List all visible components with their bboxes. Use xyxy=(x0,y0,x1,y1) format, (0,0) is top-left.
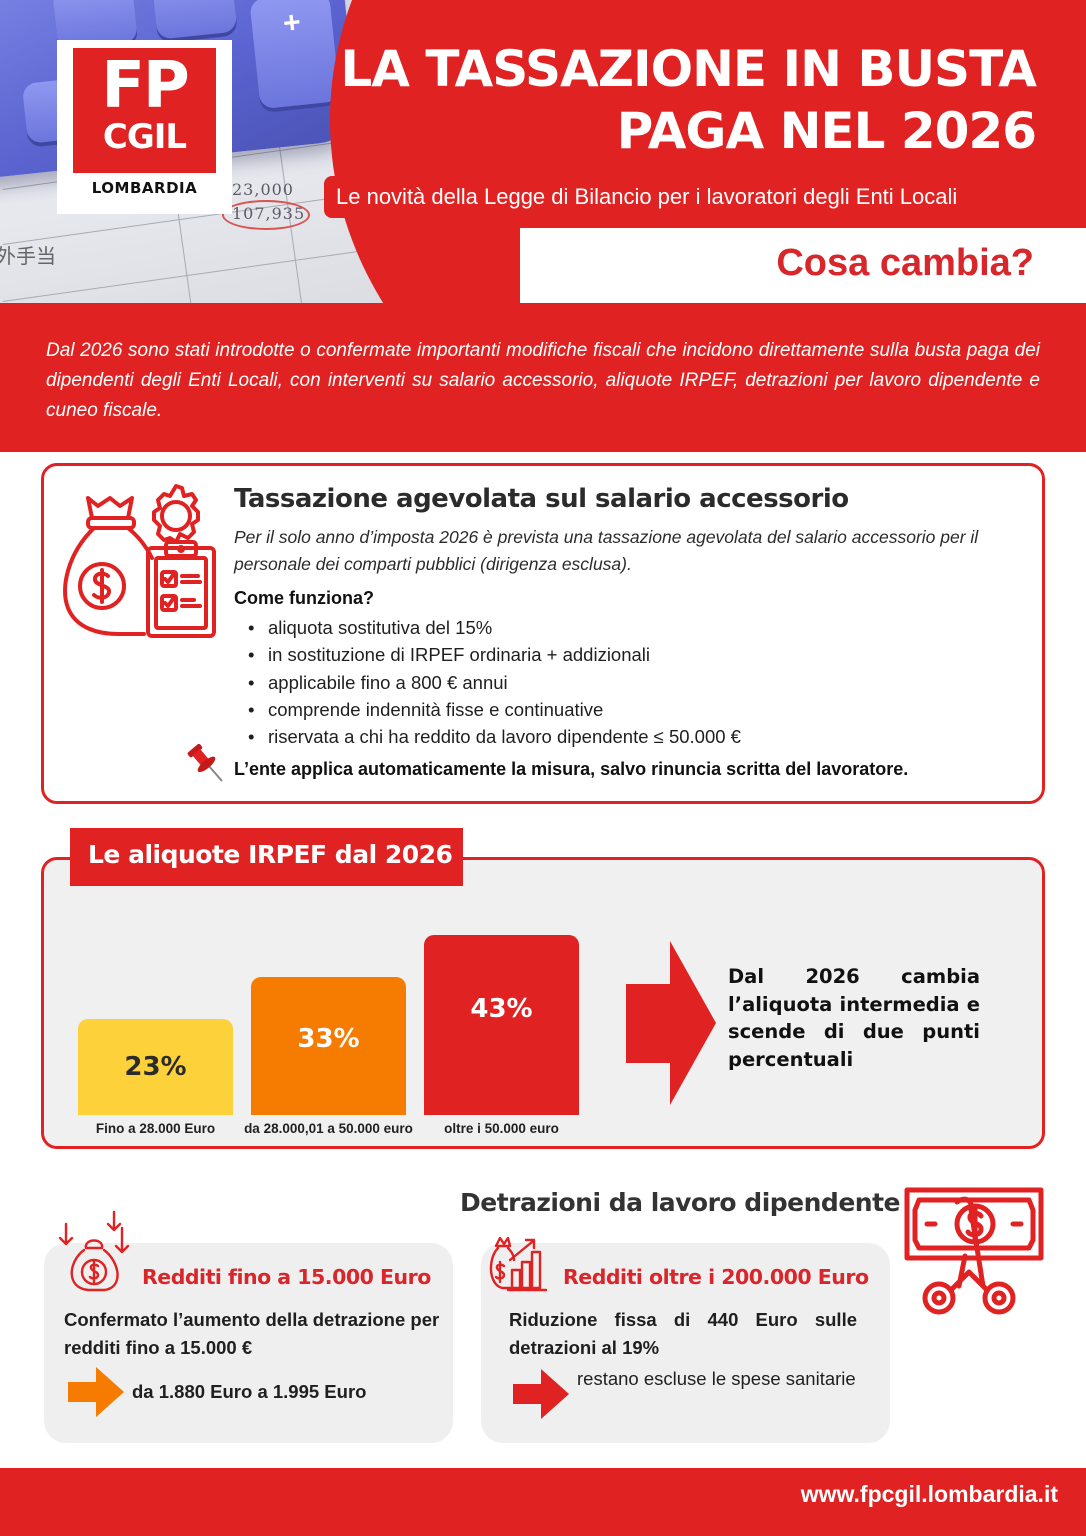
irpef-bar-23: 23% xyxy=(78,1019,233,1115)
detrazione-change: da 1.880 Euro a 1.995 Euro xyxy=(132,1381,367,1402)
bar-label: oltre i 50.000 euro xyxy=(444,1121,559,1136)
photo-cjk-text: 外手当 xyxy=(0,244,56,268)
red-ink-circle xyxy=(222,200,310,230)
list-item: aliquota sostitutiva del 15% xyxy=(248,614,741,642)
list-item: applicabile fino a 800 € annui xyxy=(248,669,741,697)
photo-number: 23,000 xyxy=(232,180,294,199)
calculator-plus-key: + xyxy=(249,0,341,110)
list-item: in sostituzione di IRPEF ordinaria + add… xyxy=(248,641,741,669)
salario-accessorio-card: Tassazione agevolata sul salario accesso… xyxy=(41,463,1045,804)
card-body: Confermato l’aumento della detrazione pe… xyxy=(64,1309,440,1358)
salario-description: Per il solo anno d’imposta 2026 è previs… xyxy=(234,527,979,574)
salario-note: L’ente applica automaticamente la misura… xyxy=(234,759,909,779)
title-line-2: PAGA NEL 2026 xyxy=(616,102,1037,160)
section-question: Cosa cambia? xyxy=(776,242,1034,284)
how-it-works-label: Come funziona? xyxy=(234,588,374,608)
salario-title: Tassazione agevolata sul salario accesso… xyxy=(234,484,849,514)
detrazioni-card-15000: Redditi fino a 15.000 Euro Confermato l’… xyxy=(44,1243,453,1443)
website-link[interactable]: www.fpcgil.lombardia.it xyxy=(800,1481,1058,1507)
bar-label: da 28.000,01 a 50.000 euro xyxy=(244,1121,413,1136)
card-arrow-text: da 1.880 Euro a 1.995 Euro xyxy=(132,1378,366,1406)
detrazioni-title: Detrazioni da lavoro dipendente xyxy=(460,1188,900,1217)
scissors-cutting-banknote-icon xyxy=(904,1187,1044,1315)
bar-value: 43% xyxy=(470,994,533,1024)
irpef-bar-33: 33% xyxy=(251,977,406,1115)
card-arrow-text: restano escluse le spese sanitarie xyxy=(577,1368,856,1389)
red-arrow-icon xyxy=(626,941,716,1105)
irpef-note: Dal 2026 cambia l’aliquota intermedia e … xyxy=(728,965,980,1071)
pushpin-icon xyxy=(187,743,223,782)
orange-arrow-icon xyxy=(68,1367,124,1417)
detrazioni-card-200000: Redditi oltre i 200.000 Euro Riduzione f… xyxy=(481,1243,890,1443)
money-bag-checklist-gear-icon xyxy=(63,484,216,638)
logo-cgil: CGIL xyxy=(102,117,187,157)
red-small-arrow-icon xyxy=(513,1369,569,1419)
logo-red-block: FP CGIL xyxy=(73,48,216,173)
list-item: comprende indennità fisse e continuative xyxy=(248,696,741,724)
intro-band: Dal 2026 sono stati introdotte o conferm… xyxy=(0,303,1086,452)
irpef-bar-43: 43% xyxy=(424,935,579,1115)
footer: www.fpcgil.lombardia.it xyxy=(0,1468,1086,1536)
bar-label: Fino a 28.000 Euro xyxy=(95,1121,216,1136)
money-bag-arrows-down-icon xyxy=(58,1210,130,1292)
bar-value: 33% xyxy=(297,1024,360,1054)
intro-text: Dal 2026 sono stati introdotte o conferm… xyxy=(46,340,1040,421)
money-bag-growth-chart-icon xyxy=(489,1236,548,1292)
card-heading: Redditi fino a 15.000 Euro xyxy=(142,1265,431,1289)
calculator-key xyxy=(151,0,238,40)
logo-lombardia: LOMBARDIA xyxy=(91,179,198,197)
header-white-area xyxy=(520,228,1086,303)
fp-cgil-logo: FP CGIL LOMBARDIA xyxy=(57,40,232,214)
logo-fp: FP xyxy=(101,49,190,123)
card-heading: Redditi oltre i 200.000 Euro xyxy=(563,1265,869,1289)
title-line-1: LA TASSAZIONE IN BUSTA xyxy=(340,40,1037,98)
salario-bullet-list: aliquota sostitutiva del 15% in sostituz… xyxy=(248,614,741,751)
header: 23,000 107,935 外手当 + FP CGIL LOMBARDIA L… xyxy=(0,0,1086,303)
bar-value: 23% xyxy=(124,1052,187,1082)
page-title: LA TASSAZIONE IN BUSTA PAGA NEL 2026 xyxy=(336,38,1037,162)
subtitle: Le novità della Legge di Bilancio per i … xyxy=(324,176,1066,218)
card-body: Riduzione fissa di 440 Euro sulle detraz… xyxy=(509,1309,857,1358)
list-item: riservata a chi ha reddito da lavoro dip… xyxy=(248,723,741,751)
irpef-section-title: Le aliquote IRPEF dal 2026 xyxy=(70,828,463,886)
